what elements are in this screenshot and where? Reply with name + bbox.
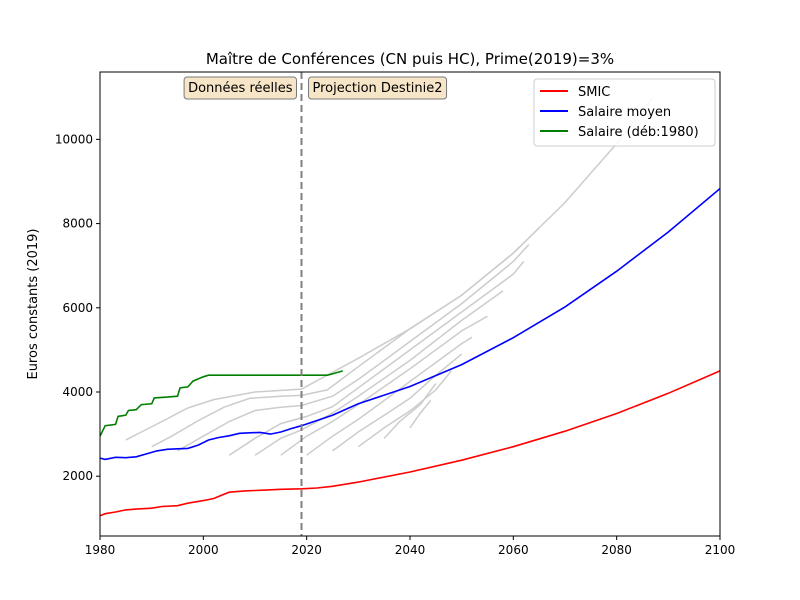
x-tick-label: 2060 <box>498 543 529 557</box>
legend: SMIC Salaire moyen Salaire (déb:1980) <box>533 78 716 147</box>
y-tick-label: 8000 <box>62 217 93 231</box>
annotation-actual-data: Données réelles <box>183 76 297 100</box>
x-tick-label: 2040 <box>395 543 426 557</box>
y-axis-label: Euros constants (2019) <box>26 228 41 379</box>
background-series-line-8 <box>332 353 463 452</box>
annotation-actual-data-box <box>183 76 297 100</box>
x-tick-label: 2000 <box>188 543 219 557</box>
background-series-line-4 <box>228 261 525 456</box>
series-line-salaire-deb-1980 <box>100 370 344 437</box>
y-tick-label: 6000 <box>62 301 93 315</box>
background-series-line-1 <box>125 96 654 441</box>
legend-entry-label: SMIC <box>578 85 610 100</box>
background-series-line-3 <box>177 244 530 452</box>
annotation-projection-box <box>308 76 448 100</box>
annotation-projection: Projection Destinie2 <box>308 76 448 100</box>
background-series-line-10 <box>383 383 437 439</box>
x-tick-label: 2020 <box>291 543 322 557</box>
legend-entry-label: Salaire moyen <box>578 105 671 120</box>
background-series-line-9 <box>357 370 452 448</box>
background-series-line-7 <box>306 336 473 456</box>
x-tick-label: 1980 <box>85 543 116 557</box>
x-tick-label: 2100 <box>705 543 736 557</box>
annotation-projection-text: Projection Destinie2 <box>313 81 443 96</box>
y-tick-label: 10000 <box>55 132 93 146</box>
y-tick-label: 4000 <box>62 385 93 399</box>
plot-area: 1980 2000 2020 2040 2060 2080 2100 2000 4000 6000… <box>55 71 736 557</box>
y-tick-label: 2000 <box>62 469 93 483</box>
background-series-line-5 <box>254 290 504 456</box>
annotation-actual-data-text: Données réelles <box>188 81 293 96</box>
series-line-salaire-moyen <box>100 187 720 461</box>
chart-title: Maître de Conférences (CN puis HC), Prim… <box>206 50 614 68</box>
background-series-line-11 <box>409 399 432 429</box>
legend-entry-label: Salaire (déb:1980) <box>578 125 699 140</box>
legend-box <box>533 78 716 147</box>
x-tick-label: 2080 <box>601 543 632 557</box>
series-line-smic <box>100 370 720 517</box>
